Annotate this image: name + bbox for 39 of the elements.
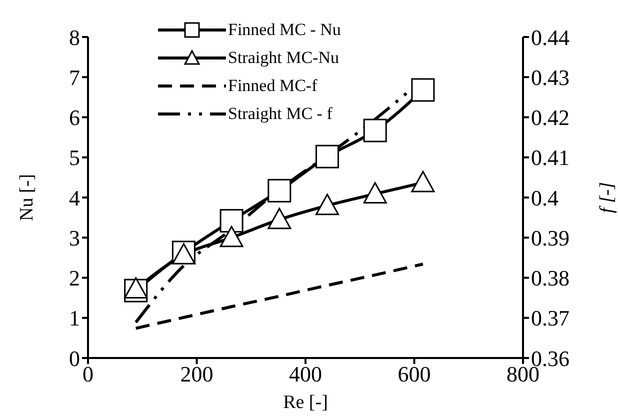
point	[316, 194, 339, 216]
y-tick-label: 0	[69, 346, 80, 371]
y2-tick-label: 0.42	[531, 105, 570, 130]
y2-tick-label: 0.44	[531, 24, 570, 50]
y-tick-label: 4	[69, 185, 80, 210]
point	[411, 170, 435, 192]
point	[268, 208, 292, 230]
legend-label: Straight MC-Nu	[228, 47, 339, 69]
y-tick-label: 7	[69, 64, 80, 90]
point	[220, 209, 244, 233]
y2-axis-title: f [-]	[596, 182, 618, 214]
x-tick-label: 200	[180, 362, 214, 387]
legend-label: Straight MC - f	[228, 103, 332, 125]
y-axis-title: Nu [-]	[16, 174, 38, 221]
y-tick-label: 8	[69, 24, 80, 50]
y-tick-label: 2	[69, 266, 80, 291]
point	[268, 178, 292, 202]
x-tick-label: 400	[289, 362, 322, 387]
y2-tick-label: 0.41	[531, 145, 570, 170]
legend-label: Finned MC-f	[228, 75, 318, 97]
y2-tick-label: 0.38	[531, 266, 570, 291]
y-tick-label: 3	[69, 225, 80, 250]
point	[411, 78, 435, 102]
point	[363, 182, 387, 204]
x-tick-label: 600	[398, 362, 431, 387]
y-tick-label: 6	[69, 105, 80, 130]
y2-tick-label: 0.43	[531, 64, 570, 90]
legend-label: Finned MC - Nu	[228, 19, 341, 41]
y2-tick-label: 0.39	[531, 225, 570, 250]
y-tick-label: 1	[69, 306, 80, 331]
y-tick-label: 5	[69, 145, 80, 170]
x-axis-title: Re [-]	[283, 392, 328, 413]
y2-tick-label: 0.4	[531, 185, 558, 210]
point	[124, 277, 148, 299]
line-series	[134, 262, 424, 330]
y2-tick-label: 0.37	[531, 306, 570, 331]
point	[363, 118, 387, 142]
point	[316, 144, 339, 168]
point	[220, 226, 244, 248]
